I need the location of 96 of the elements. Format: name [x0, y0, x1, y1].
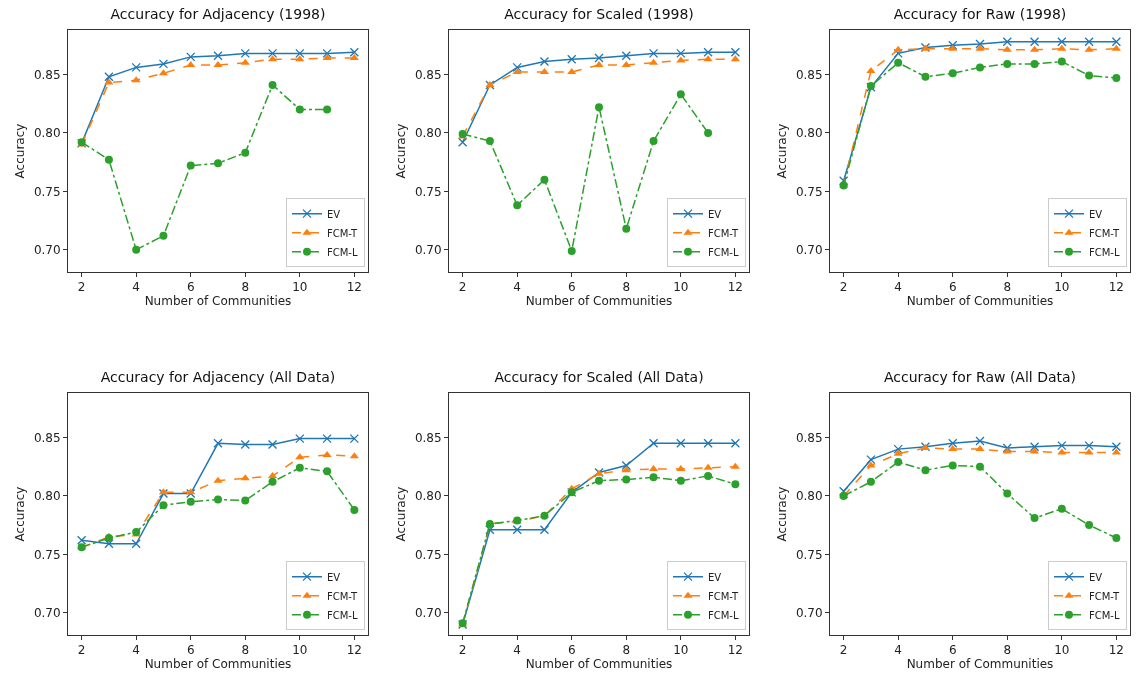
- x-tick-label: 6: [186, 280, 195, 295]
- x-tick-label: 12: [727, 643, 743, 658]
- x-tick-label: 8: [1003, 643, 1012, 658]
- legend-label: FCM-T: [708, 590, 740, 602]
- y-axis-title: Accuracy: [13, 123, 28, 179]
- x-tick-label: 4: [894, 280, 902, 295]
- legend-label: EV: [708, 571, 722, 583]
- x-tick-label: 8: [622, 643, 631, 658]
- legend-label: FCM-T: [1089, 227, 1121, 239]
- y-tick-label: 0.75: [414, 184, 442, 199]
- chart-title: Accuracy for Scaled (All Data): [494, 368, 704, 385]
- y-tick-label: 0.85: [33, 430, 61, 445]
- legend-label: EV: [327, 208, 341, 220]
- x-axis-title: Number of Communities: [144, 294, 292, 309]
- legend-label: EV: [327, 571, 341, 583]
- x-tick-label: 10: [292, 280, 308, 295]
- y-tick-label: 0.80: [414, 126, 442, 141]
- chart-title: Accuracy for Raw (All Data): [883, 368, 1077, 385]
- x-tick-label: 12: [1108, 280, 1124, 295]
- legend-label: FCM-L: [708, 609, 739, 621]
- y-tick-label: 0.75: [33, 547, 61, 562]
- y-tick-label: 0.80: [795, 489, 823, 504]
- x-axis-title: Number of Communities: [906, 294, 1054, 309]
- y-tick-label: 0.70: [795, 242, 823, 257]
- y-tick-label: 0.85: [33, 67, 61, 82]
- legend-label: FCM-L: [1089, 246, 1120, 258]
- x-tick-label: 10: [673, 643, 689, 658]
- x-axis-title: Number of Communities: [525, 294, 673, 309]
- x-tick-label: 10: [292, 643, 308, 658]
- y-tick-label: 0.75: [795, 547, 823, 562]
- y-axis-title: Accuracy: [394, 123, 409, 179]
- legend-label: EV: [1089, 571, 1103, 583]
- x-tick-label: 12: [1108, 643, 1124, 658]
- x-tick-label: 4: [132, 643, 140, 658]
- y-tick-label: 0.75: [414, 547, 442, 562]
- y-tick-label: 0.75: [795, 184, 823, 199]
- y-tick-label: 0.80: [33, 126, 61, 141]
- x-tick-label: 4: [894, 643, 902, 658]
- y-tick-label: 0.85: [414, 67, 442, 82]
- x-tick-label: 2: [839, 280, 848, 295]
- x-tick-label: 6: [567, 280, 576, 295]
- legend-label: FCM-L: [327, 609, 358, 621]
- x-tick-label: 6: [186, 643, 195, 658]
- legend-label: FCM-L: [327, 246, 358, 258]
- x-tick-label: 12: [346, 280, 362, 295]
- x-tick-label: 8: [1003, 280, 1012, 295]
- y-axis-title: Accuracy: [775, 123, 790, 179]
- legend-label: EV: [708, 208, 722, 220]
- x-tick-label: 8: [241, 280, 250, 295]
- x-tick-label: 6: [567, 643, 576, 658]
- y-tick-label: 0.80: [33, 489, 61, 504]
- legend-label: FCM-L: [708, 246, 739, 258]
- y-axis-title: Accuracy: [394, 486, 409, 542]
- y-tick-label: 0.70: [414, 605, 442, 620]
- x-tick-label: 2: [839, 643, 848, 658]
- x-tick-label: 8: [622, 280, 631, 295]
- x-tick-label: 4: [132, 280, 140, 295]
- y-tick-label: 0.85: [414, 430, 442, 445]
- legend-label: FCM-L: [1089, 609, 1120, 621]
- legend-label: FCM-T: [327, 227, 359, 239]
- y-tick-label: 0.70: [33, 242, 61, 257]
- y-tick-label: 0.75: [33, 184, 61, 199]
- chart-title: Accuracy for Raw (1998): [893, 5, 1067, 22]
- x-tick-label: 8: [241, 643, 250, 658]
- x-tick-label: 2: [77, 280, 86, 295]
- x-tick-label: 6: [948, 643, 957, 658]
- legend-label: EV: [1089, 208, 1103, 220]
- legend-label: FCM-T: [708, 227, 740, 239]
- chart-title: Accuracy for Scaled (1998): [504, 5, 694, 22]
- y-tick-label: 0.70: [414, 242, 442, 257]
- y-tick-label: 0.85: [795, 67, 823, 82]
- x-axis-title: Number of Communities: [144, 657, 292, 672]
- x-tick-label: 2: [458, 280, 467, 295]
- chart-title: Accuracy for Adjacency (All Data): [100, 368, 336, 385]
- y-tick-label: 0.70: [795, 605, 823, 620]
- legend-label: FCM-T: [327, 590, 359, 602]
- y-tick-label: 0.85: [795, 430, 823, 445]
- x-tick-label: 4: [513, 643, 521, 658]
- y-tick-label: 0.70: [33, 605, 61, 620]
- x-tick-label: 12: [727, 280, 743, 295]
- x-axis-title: Number of Communities: [906, 657, 1054, 672]
- y-tick-label: 0.80: [795, 126, 823, 141]
- x-tick-label: 10: [1054, 643, 1070, 658]
- chart-title: Accuracy for Adjacency (1998): [110, 5, 326, 22]
- x-tick-label: 2: [77, 643, 86, 658]
- x-tick-label: 10: [673, 280, 689, 295]
- y-axis-title: Accuracy: [775, 486, 790, 542]
- y-tick-label: 0.80: [414, 489, 442, 504]
- x-axis-title: Number of Communities: [525, 657, 673, 672]
- legend-label: FCM-T: [1089, 590, 1121, 602]
- y-axis-title: Accuracy: [13, 486, 28, 542]
- x-tick-label: 4: [513, 280, 521, 295]
- x-tick-label: 10: [1054, 280, 1070, 295]
- x-tick-label: 12: [346, 643, 362, 658]
- x-tick-label: 6: [948, 280, 957, 295]
- x-tick-label: 2: [458, 643, 467, 658]
